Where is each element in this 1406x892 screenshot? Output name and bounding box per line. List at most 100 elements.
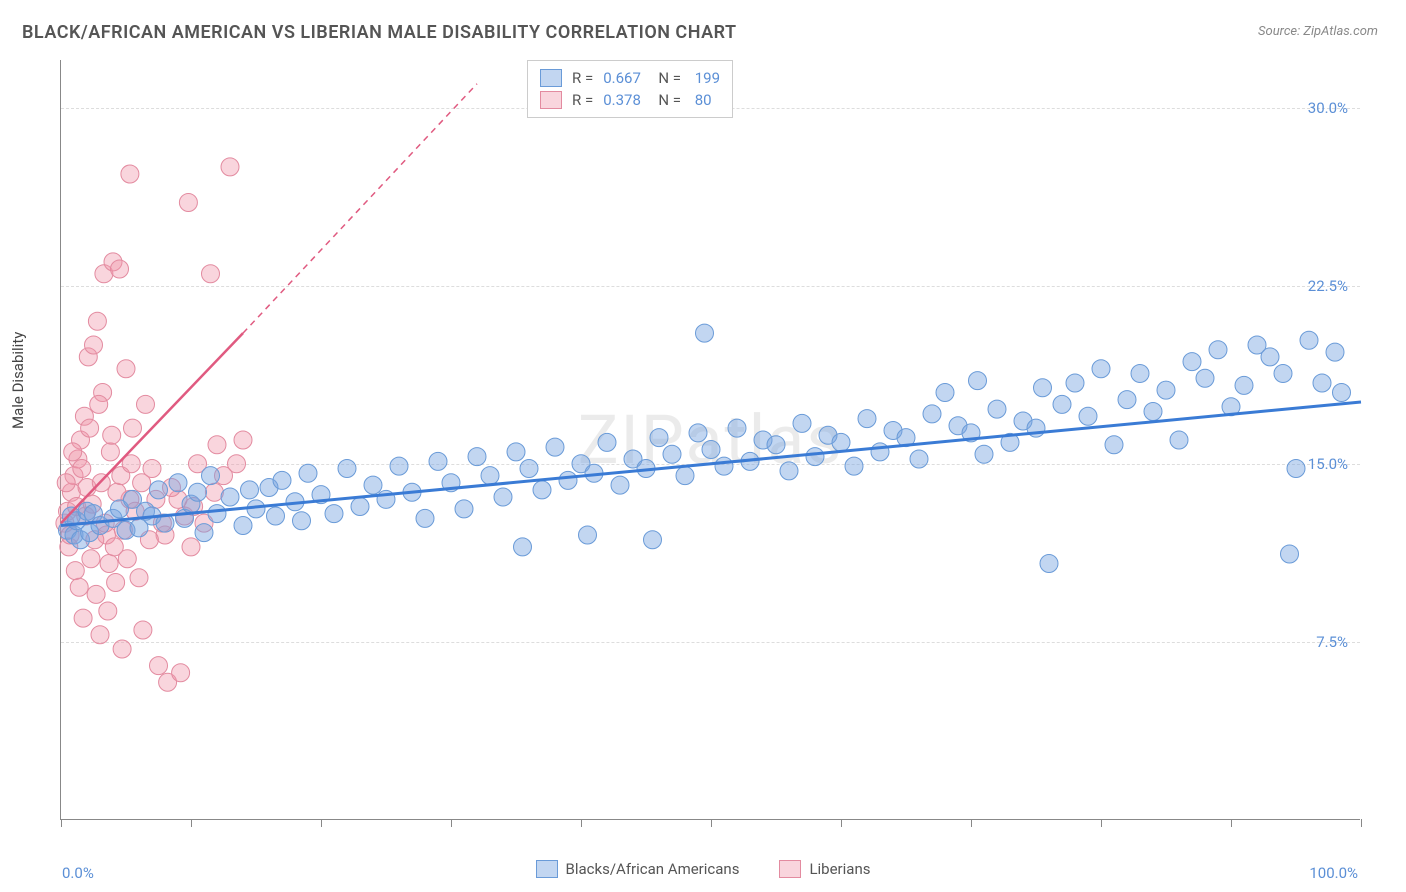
data-point bbox=[208, 436, 226, 454]
data-point bbox=[676, 467, 694, 485]
data-point bbox=[111, 260, 129, 278]
trendline bbox=[61, 402, 1361, 526]
data-point bbox=[169, 474, 187, 492]
data-point bbox=[559, 471, 577, 489]
data-point bbox=[90, 395, 108, 413]
legend-swatch bbox=[779, 860, 801, 878]
data-point bbox=[100, 555, 118, 573]
data-point bbox=[1183, 353, 1201, 371]
x-tick bbox=[971, 819, 972, 827]
data-point bbox=[221, 158, 239, 176]
data-point bbox=[1300, 331, 1318, 349]
data-point bbox=[1326, 343, 1344, 361]
data-point bbox=[234, 517, 252, 535]
data-point bbox=[663, 445, 681, 463]
data-point bbox=[416, 509, 434, 527]
data-point bbox=[1040, 555, 1058, 573]
x-tick bbox=[1231, 819, 1232, 827]
data-point bbox=[273, 471, 291, 489]
data-point bbox=[101, 443, 119, 461]
data-point bbox=[103, 426, 121, 444]
data-point bbox=[195, 524, 213, 542]
data-point bbox=[325, 505, 343, 523]
stat-n-value: 199 bbox=[691, 69, 720, 87]
correlation-legend: R = 0.667 N = 199R = 0.378 N = 80 bbox=[527, 60, 733, 118]
stat-n-value: 80 bbox=[691, 91, 712, 109]
data-point bbox=[910, 450, 928, 468]
data-point bbox=[1333, 384, 1351, 402]
data-point bbox=[1287, 460, 1305, 478]
data-point bbox=[121, 165, 139, 183]
data-point bbox=[1131, 365, 1149, 383]
data-point bbox=[99, 602, 117, 620]
data-point bbox=[650, 429, 668, 447]
legend-swatch bbox=[540, 91, 562, 109]
data-point bbox=[975, 445, 993, 463]
data-point bbox=[234, 431, 252, 449]
scatter-svg bbox=[61, 60, 1360, 819]
data-point bbox=[351, 498, 369, 516]
data-point bbox=[507, 443, 525, 461]
data-point bbox=[1313, 374, 1331, 392]
data-point bbox=[117, 360, 135, 378]
stat-legend-row: R = 0.667 N = 199 bbox=[540, 67, 720, 89]
data-point bbox=[124, 419, 142, 437]
data-point bbox=[969, 372, 987, 390]
data-point bbox=[429, 452, 447, 470]
data-point bbox=[1066, 374, 1084, 392]
data-point bbox=[179, 194, 197, 212]
data-point bbox=[73, 460, 91, 478]
data-point bbox=[715, 457, 733, 475]
data-point bbox=[1281, 545, 1299, 563]
data-point bbox=[728, 419, 746, 437]
data-point bbox=[689, 424, 707, 442]
data-point bbox=[150, 481, 168, 499]
data-point bbox=[338, 460, 356, 478]
data-point bbox=[1209, 341, 1227, 359]
data-point bbox=[845, 457, 863, 475]
x-tick bbox=[581, 819, 582, 827]
data-point bbox=[1079, 407, 1097, 425]
stat-r-value: 0.667 bbox=[603, 69, 641, 87]
data-point bbox=[1118, 391, 1136, 409]
legend-label: Liberians bbox=[809, 860, 870, 878]
stat-n-label: N = bbox=[651, 91, 681, 109]
data-point bbox=[1274, 365, 1292, 383]
plot-area: ZIPatlas 7.5%15.0%22.5%30.0% R = 0.667 N… bbox=[60, 60, 1360, 820]
data-point bbox=[107, 574, 125, 592]
data-point bbox=[1235, 376, 1253, 394]
data-point bbox=[1144, 403, 1162, 421]
x-tick bbox=[1361, 819, 1362, 827]
stat-r-value: 0.378 bbox=[603, 91, 641, 109]
chart-title: BLACK/AFRICAN AMERICAN VS LIBERIAN MALE … bbox=[22, 22, 737, 43]
data-point bbox=[923, 405, 941, 423]
data-point bbox=[91, 626, 109, 644]
stat-legend-row: R = 0.378 N = 80 bbox=[540, 89, 720, 111]
legend-item: Blacks/African Americans bbox=[536, 860, 740, 878]
data-point bbox=[299, 464, 317, 482]
data-point bbox=[1092, 360, 1110, 378]
series-black-african-american bbox=[59, 324, 1351, 572]
data-point bbox=[113, 640, 131, 658]
data-point bbox=[82, 550, 100, 568]
data-point bbox=[85, 336, 103, 354]
data-point bbox=[468, 448, 486, 466]
data-point bbox=[267, 507, 285, 525]
data-point bbox=[221, 488, 239, 506]
stat-r-label: R = bbox=[572, 91, 593, 109]
x-tick bbox=[321, 819, 322, 827]
data-point bbox=[390, 457, 408, 475]
data-point bbox=[793, 414, 811, 432]
data-point bbox=[780, 462, 798, 480]
data-point bbox=[546, 438, 564, 456]
data-point bbox=[130, 569, 148, 587]
data-point bbox=[936, 384, 954, 402]
data-point bbox=[88, 312, 106, 330]
stat-n-label: N = bbox=[651, 69, 681, 87]
data-point bbox=[806, 448, 824, 466]
data-point bbox=[70, 578, 88, 596]
data-point bbox=[364, 476, 382, 494]
data-point bbox=[208, 505, 226, 523]
data-point bbox=[202, 467, 220, 485]
data-point bbox=[1157, 381, 1175, 399]
